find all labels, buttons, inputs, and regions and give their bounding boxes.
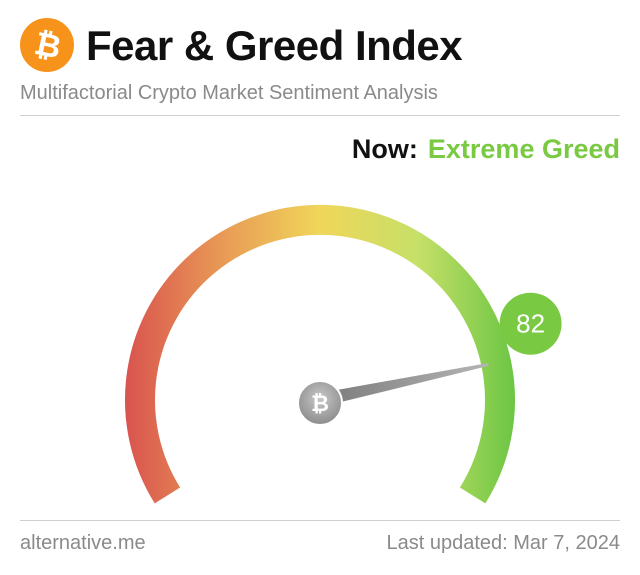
bitcoin-hub-icon: ₿ (311, 391, 329, 416)
gauge-value: 82 (516, 309, 545, 339)
last-updated: Last updated: Mar 7, 2024 (386, 532, 621, 554)
sentiment-value: Extreme Greed (427, 134, 620, 164)
gauge-hub: ₿ (297, 380, 343, 426)
gauge: ₿ 82 (125, 205, 562, 504)
now-label: Now: (351, 134, 418, 164)
page-subtitle: Multifactorial Crypto Market Sentiment A… (20, 82, 438, 104)
header-divider (20, 115, 620, 116)
current-sentiment: Now: Extreme Greed (352, 134, 620, 165)
footer-divider (20, 520, 620, 521)
source-link[interactable]: alternative.me (20, 532, 146, 554)
header: ₿ Fear & Greed Index (20, 18, 620, 78)
bitcoin-logo-icon: ₿ (20, 18, 74, 72)
value-badge: 82 (499, 292, 562, 355)
gauge-arc (125, 205, 515, 504)
page-title: Fear & Greed Index (86, 22, 463, 69)
gauge-needle (318, 363, 489, 407)
